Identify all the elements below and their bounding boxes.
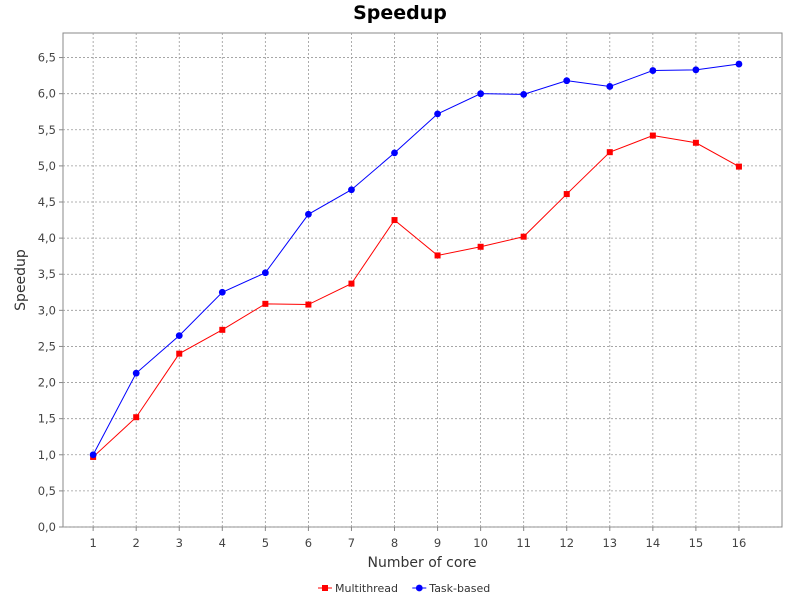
- multithread-point: [735, 163, 742, 170]
- task-based-point: [735, 60, 743, 68]
- x-tick-label: 12: [559, 536, 574, 550]
- multithread-point: [305, 301, 312, 308]
- x-tick-label: 10: [473, 536, 488, 550]
- plot-area: [62, 32, 783, 528]
- x-tick-label: 9: [434, 536, 441, 550]
- multithread-point: [477, 243, 484, 250]
- multithread-point: [219, 326, 226, 333]
- task-based-point: [606, 83, 614, 90]
- y-axis-ticks: 0,0 0,5 1,0 1,5 2,0 2,5 3,0 3,5 4,0 4,5 5,0 5,5 6,0 6…: [38, 51, 63, 534]
- y-tick-label: 3,0: [38, 303, 56, 317]
- chart-title: Speedup: [353, 2, 447, 24]
- y-axis-label: Speedup: [13, 249, 29, 311]
- x-tick-label: 3: [176, 536, 183, 550]
- task-based-line: [92, 63, 740, 456]
- legend-marker-multithread: [322, 585, 328, 591]
- task-based-point: [477, 90, 485, 98]
- y-tick-label: 3,5: [38, 267, 56, 281]
- x-tick-label: 11: [516, 536, 531, 550]
- task-based-point: [175, 332, 183, 340]
- y-tick-label: 6,5: [38, 51, 56, 65]
- x-tick-label: 5: [262, 536, 269, 550]
- task-based-point: [132, 369, 140, 377]
- task-based-point: [434, 110, 441, 118]
- legend: Multithread Task-based: [318, 582, 490, 595]
- y-tick-label: 5,5: [38, 123, 56, 137]
- x-tick-label: 15: [689, 536, 704, 550]
- legend-marker-task-based: [415, 584, 423, 592]
- x-tick-label: 16: [732, 536, 747, 550]
- multithread-point: [563, 191, 570, 198]
- multithread-line: [92, 135, 740, 458]
- y-tick-label: 5,0: [38, 159, 56, 173]
- y-tick-label: 2,5: [38, 339, 56, 353]
- task-based-point: [520, 90, 528, 98]
- series-task-based: [89, 60, 743, 459]
- multithread-point: [649, 132, 656, 139]
- multithread-point: [606, 149, 613, 156]
- x-tick-label: 14: [646, 536, 661, 550]
- y-tick-label: 0,0: [38, 520, 56, 534]
- x-tick-label: 8: [391, 536, 398, 550]
- multithread-point: [133, 414, 140, 421]
- series-layer: [89, 60, 743, 460]
- x-tick-label: 2: [133, 536, 140, 550]
- task-based-point: [391, 149, 398, 157]
- y-tick-label: 4,0: [38, 231, 56, 245]
- task-based-point: [563, 77, 571, 85]
- legend-label-multithread: Multithread: [335, 582, 398, 595]
- y-tick-label: 2,0: [38, 376, 56, 390]
- multithread-point: [391, 217, 398, 224]
- task-based-point: [692, 66, 700, 74]
- multithread-point: [520, 233, 527, 240]
- x-tick-label: 1: [89, 536, 96, 550]
- x-tick-label: 13: [602, 536, 617, 550]
- x-tick-label: 7: [348, 536, 355, 550]
- x-axis-ticks: 1 2 3 4 5 6 7 8 9 10 11 12 13 14 15 16: [89, 527, 746, 550]
- y-tick-label: 1,5: [38, 412, 56, 426]
- task-based-point: [261, 269, 269, 277]
- y-tick-label: 1,0: [38, 448, 56, 462]
- legend-label-task-based: Task-based: [428, 582, 490, 595]
- task-based-point: [305, 210, 312, 218]
- task-based-point: [218, 288, 226, 296]
- multithread-point: [262, 300, 269, 307]
- multithread-point: [434, 252, 441, 259]
- x-axis-label: Number of core: [368, 555, 477, 571]
- task-based-point: [649, 67, 657, 74]
- y-tick-label: 6,0: [38, 87, 56, 101]
- multithread-point: [176, 350, 183, 357]
- multithread-point: [692, 139, 699, 146]
- multithread-point: [348, 280, 355, 287]
- x-tick-label: 4: [219, 536, 226, 550]
- y-tick-label: 0,5: [38, 484, 56, 498]
- series-multithread: [90, 132, 742, 460]
- x-tick-label: 6: [305, 536, 312, 550]
- y-tick-label: 4,5: [38, 195, 56, 209]
- task-based-point: [89, 451, 97, 459]
- task-based-point: [348, 186, 355, 194]
